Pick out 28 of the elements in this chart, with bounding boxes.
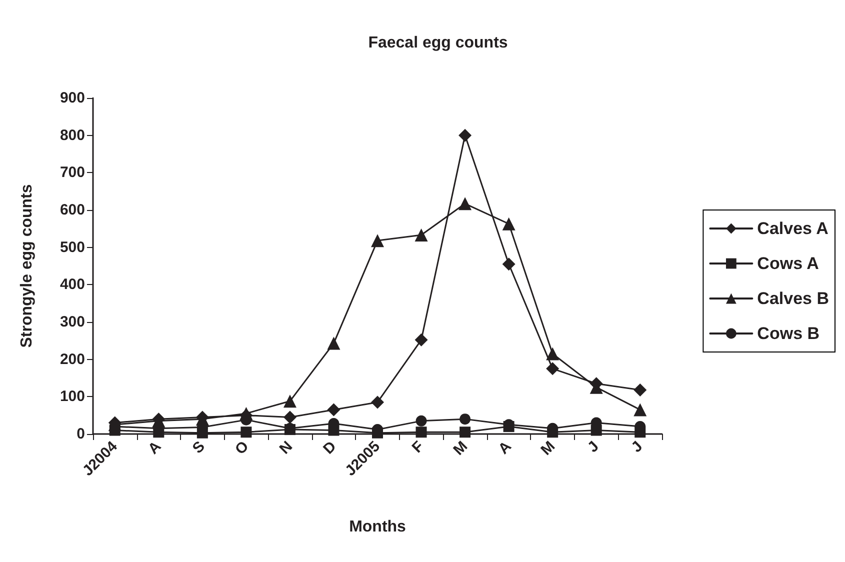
x-tick-label: S xyxy=(189,438,208,458)
y-tick-label: 100 xyxy=(60,388,85,406)
legend-label: Calves B xyxy=(757,289,830,308)
x-tick-label: M xyxy=(538,438,559,459)
y-tick-label: 600 xyxy=(60,202,85,218)
y-tick-label: 0 xyxy=(76,426,85,442)
x-tick-label: F xyxy=(408,438,428,456)
x-tick-label: A xyxy=(495,438,515,458)
y-axis-title: Strongyle egg counts xyxy=(18,184,36,348)
x-tick-label: M xyxy=(450,438,472,459)
x-axis-title: Months xyxy=(349,518,406,536)
x-tick-label: O xyxy=(232,438,252,458)
y-tick-label: 700 xyxy=(60,164,85,182)
x-tick-label: N xyxy=(276,438,296,458)
y-tick-label: 800 xyxy=(60,126,85,144)
y-tick-label: 400 xyxy=(60,276,85,294)
chart-title: Faecal egg counts xyxy=(368,34,508,52)
x-tick-label: J xyxy=(584,438,602,456)
legend-label: Cows A xyxy=(757,254,819,273)
x-tick-label: A xyxy=(144,438,165,458)
legend-label: Calves A xyxy=(757,219,828,238)
x-tick-label: J xyxy=(628,438,646,456)
y-tick-label: 300 xyxy=(60,314,85,330)
y-tick-label: 500 xyxy=(60,238,85,256)
legend-label: Cows B xyxy=(757,324,820,343)
y-tick-label: 200 xyxy=(60,350,85,368)
x-tick-label: D xyxy=(320,438,340,458)
y-tick-label: 900 xyxy=(60,90,85,106)
